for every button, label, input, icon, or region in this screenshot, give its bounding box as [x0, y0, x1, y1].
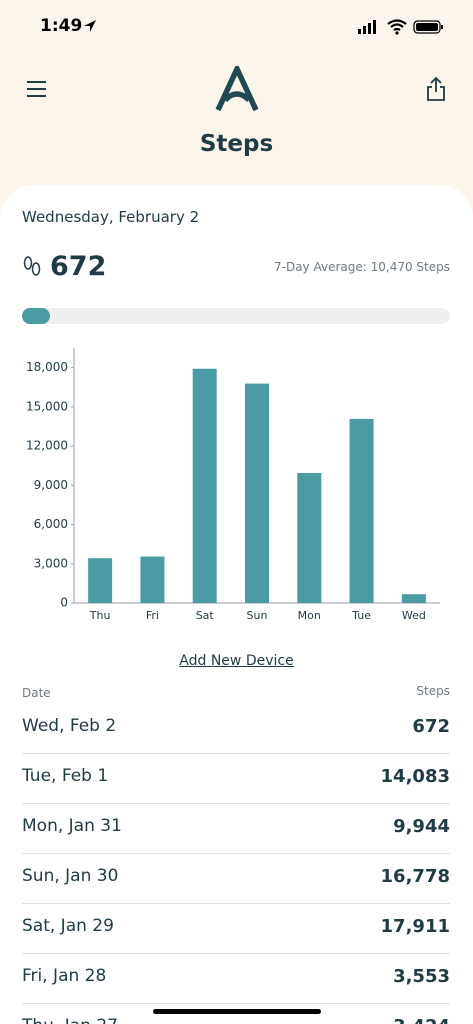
footprint-icon [23, 256, 41, 276]
page-title: Steps [199, 131, 274, 157]
row-date: Tue, Feb 1 [22, 766, 109, 786]
row-steps: 3,553 [393, 966, 450, 987]
table-row: Thu, Jan 27 3,424 [22, 1003, 450, 1024]
chart: 0 3,000 6,000 9,000 12,000 15,000 18,000 Thu Fri… [26, 348, 440, 622]
y-tick-label: 15,000 [26, 399, 68, 413]
row-steps: 9,944 [393, 816, 450, 837]
x-tick-label: Fri [146, 609, 159, 622]
date-heading: Wednesday, February 2 [22, 208, 200, 226]
table-row: Sat, Jan 29 17,911 [22, 903, 450, 954]
row-steps: 17,911 [380, 916, 450, 937]
x-tick-label: Sun [247, 609, 268, 622]
row-steps: 3,424 [393, 1016, 450, 1024]
bar [192, 368, 217, 603]
y-tick-label: 3,000 [34, 556, 68, 570]
row-date: Thu, Jan 27 [22, 1016, 118, 1024]
row-steps: 16,778 [380, 866, 450, 887]
y-tick-label: 12,000 [26, 439, 68, 453]
table-row: Wed, Feb 2 672 [22, 703, 450, 754]
home-indicator [153, 1009, 321, 1014]
row-date: Fri, Jan 28 [22, 966, 107, 986]
average-steps: 7-Day Average: 10,470 Steps [274, 260, 450, 274]
row-steps: 14,083 [380, 766, 450, 787]
table-row: Sun, Jan 30 16,778 [22, 853, 450, 904]
x-tick-label: Mon [298, 609, 321, 622]
row-date: Mon, Jan 31 [22, 816, 122, 836]
status-time: 1:49 [40, 16, 83, 36]
x-tick-label: Wed [402, 609, 426, 622]
steps-card: Wednesday, February 2 672 7-Day Average:… [0, 185, 473, 1024]
y-tick-label: 18,000 [26, 360, 68, 374]
progress-fill [22, 308, 50, 324]
today-steps: 672 [50, 251, 107, 282]
bar [140, 556, 165, 603]
table-row: Mon, Jan 31 9,944 [22, 803, 450, 854]
x-tick-label: Tue [351, 609, 371, 622]
date-header: Date [22, 686, 51, 700]
bar [401, 594, 426, 603]
steps-header: Steps [416, 684, 450, 698]
bar [297, 472, 322, 603]
bar [245, 383, 269, 603]
row-date: Sat, Jan 29 [22, 916, 114, 936]
y-tick-label: 0 [60, 596, 68, 610]
status-icons [358, 19, 443, 35]
table-row: Fri, Jan 28 3,553 [22, 953, 450, 1004]
bar [88, 558, 113, 603]
location-icon [84, 20, 96, 32]
x-tick-label: Sat [196, 609, 215, 622]
y-tick-label: 9,000 [34, 478, 68, 492]
y-tick-label: 6,000 [34, 517, 68, 531]
menu-button[interactable] [26, 80, 48, 98]
share-button[interactable] [425, 76, 447, 102]
row-date: Wed, Feb 2 [22, 716, 117, 736]
x-tick-label: Thu [89, 609, 111, 622]
row-steps: 672 [412, 716, 450, 737]
add-device-link[interactable]: Add New Device [179, 653, 294, 669]
table-row: Tue, Feb 1 14,083 [22, 753, 450, 804]
progress-track [22, 308, 450, 324]
logo [215, 66, 259, 112]
bar [349, 418, 374, 603]
row-date: Sun, Jan 30 [22, 866, 119, 886]
